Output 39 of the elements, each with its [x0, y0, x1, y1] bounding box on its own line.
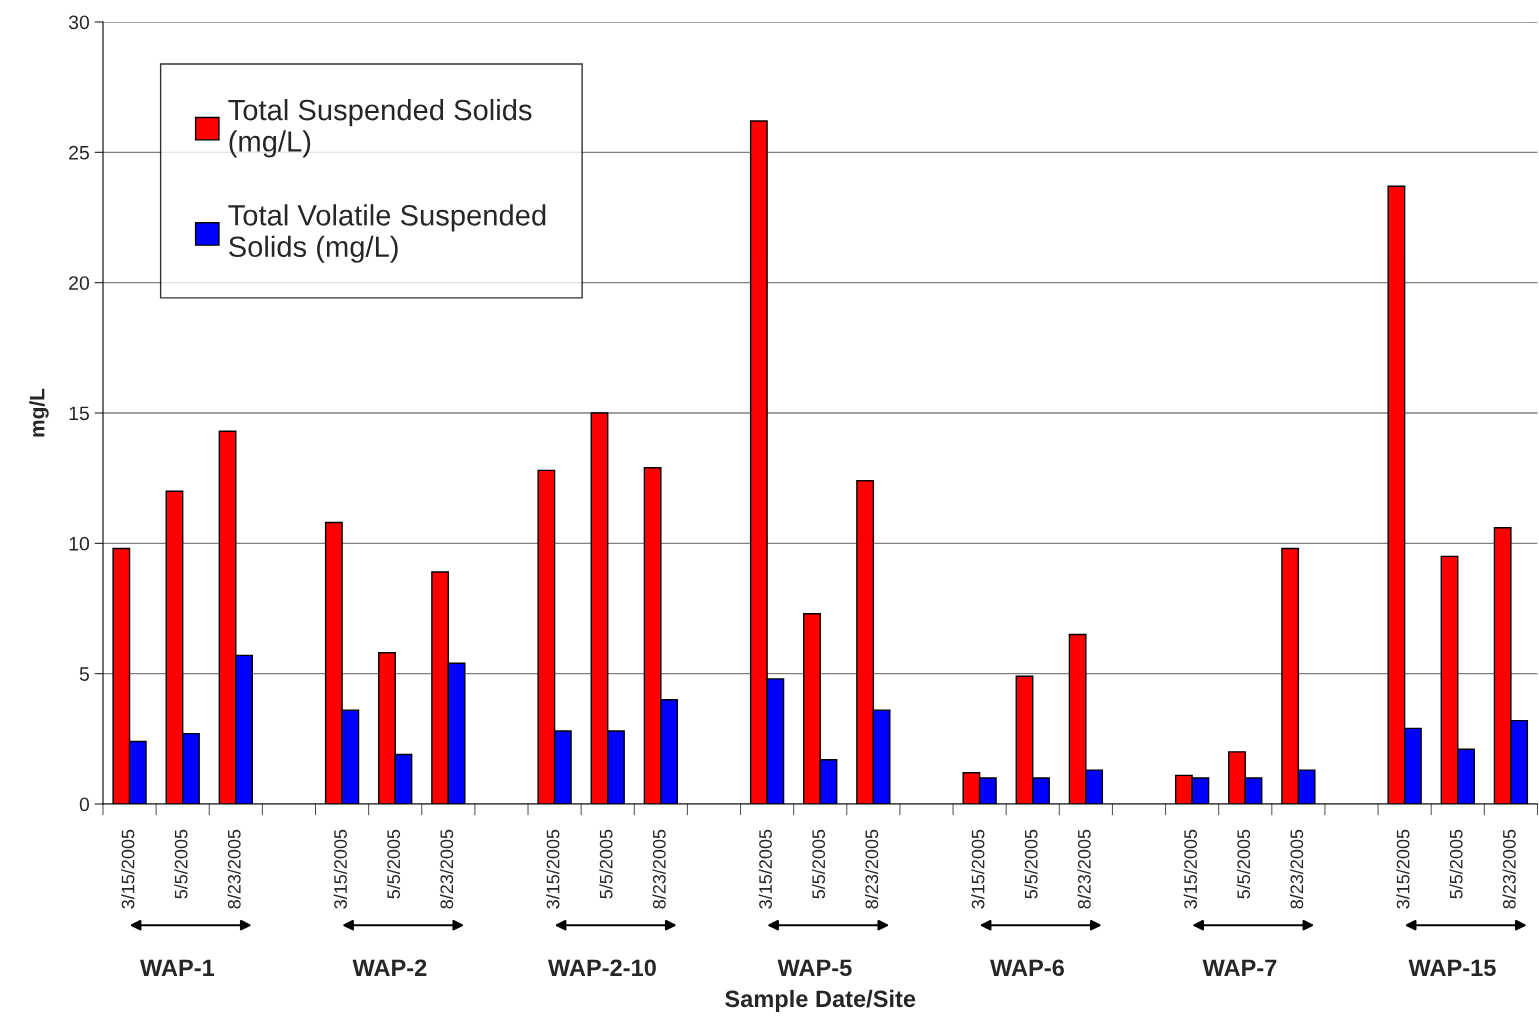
x-tick-label: 5/5/2005 [1449, 829, 1463, 899]
x-tick-label: 3/15/2005 [971, 829, 985, 909]
x-tick-label: 8/23/2005 [227, 829, 241, 909]
legend-label: Total Volatile Suspended Solids (mg/L) [228, 204, 546, 263]
text: WAP-7 [1202, 959, 1277, 976]
text: WAP-6 [990, 959, 1064, 977]
text: WAP-1 [140, 959, 215, 976]
x-tick-label: 8/23/2005 [652, 829, 666, 909]
x-tick-label: 3/15/2005 [1183, 829, 1197, 909]
text: WAP-2 [352, 959, 427, 976]
x-tick-label: 8/23/2005 [864, 829, 879, 909]
x-tick-label: 3/15/2005 [333, 829, 347, 909]
legend-label: Total Suspended Solids (mg/L) [228, 98, 532, 158]
x-tick-label: 5/5/2005 [1236, 829, 1251, 899]
y-tick-label: 20 [69, 276, 90, 290]
x-tick-label: 8/23/2005 [1502, 829, 1516, 909]
x-tick-label: 3/15/2005 [121, 829, 135, 909]
x-tick-label: 5/5/2005 [811, 829, 826, 899]
y-tick-label: 30 [68, 15, 90, 30]
x-tick-label: 5/5/2005 [174, 829, 188, 899]
y-tick-label: 0 [79, 797, 90, 812]
text: WAP-5 [777, 959, 852, 977]
y-tick-label: 25 [69, 145, 89, 160]
x-tick-label: 8/23/2005 [1077, 829, 1091, 909]
y-tick-label: 5 [79, 667, 89, 681]
x-tick-label: 3/15/2005 [758, 829, 772, 909]
x-tick-label: 3/15/2005 [546, 829, 560, 909]
y-tick-label: 15 [69, 406, 89, 421]
x-tick-label: 5/5/2005 [599, 829, 613, 899]
x-tick-label: 5/5/2005 [386, 829, 401, 899]
x-tick-label: 8/23/2005 [439, 829, 454, 909]
x-tick-label: 3/15/2005 [1396, 829, 1410, 909]
x-axis-title: Sample Date/Site [725, 989, 916, 1012]
y-tick-label: 10 [69, 536, 90, 551]
x-tick-label: 5/5/2005 [1024, 829, 1038, 899]
y-axis-title: mg/L [29, 388, 49, 437]
text: WAP-2-10 [547, 959, 656, 977]
x-tick-label: 8/23/2005 [1289, 829, 1304, 909]
text: WAP-15 [1408, 959, 1496, 977]
